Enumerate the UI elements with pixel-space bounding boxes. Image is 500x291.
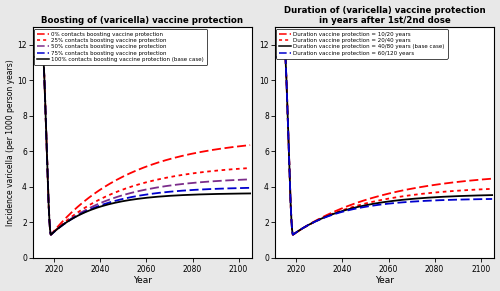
X-axis label: Year: Year [375,276,394,285]
X-axis label: Year: Year [133,276,152,285]
Title: Duration of (varicella) vaccine protection
in years after 1st/2nd dose: Duration of (varicella) vaccine protecti… [284,6,486,25]
Legend: Duration vaccine protection = 10/20 years, Duration vaccine protection = 20/40 y: Duration vaccine protection = 10/20 year… [276,29,448,58]
Legend: 0% contacts boosting vaccine protection, 25% contacts boosting vaccine protectio: 0% contacts boosting vaccine protection,… [34,29,207,65]
Y-axis label: Incidence varicella (per 1000 person years): Incidence varicella (per 1000 person yea… [6,59,15,226]
Title: Boosting of (varicella) vaccine protection: Boosting of (varicella) vaccine protecti… [42,16,243,25]
